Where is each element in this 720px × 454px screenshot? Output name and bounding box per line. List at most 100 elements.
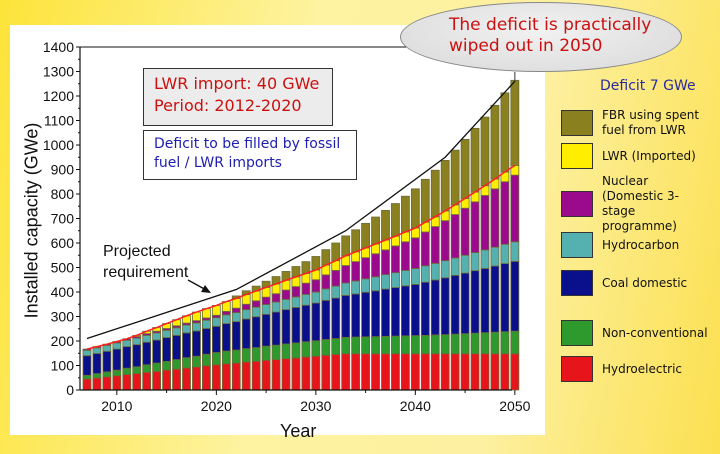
bar-segment-hydroelectric: [192, 366, 201, 391]
bar-segment-hydrocarbon: [122, 339, 132, 348]
bar-segment-hydrocarbon: [490, 246, 500, 267]
bar-segment-non-conventional: [500, 331, 510, 355]
bar-segment-hydrocarbon: [460, 254, 470, 274]
bar-stack-2023: [241, 290, 251, 391]
bar-segment-coal: [162, 337, 172, 362]
lwr-import-text: LWR import: 40 GWe: [154, 74, 320, 93]
bar-segment-nuclear: [231, 307, 241, 313]
bar-segment-hydrocarbon: [192, 322, 201, 332]
bar-segment-hydroelectric: [102, 376, 112, 391]
bar-segment-hydrocarbon: [271, 301, 281, 313]
y-tick-label: 1400: [43, 39, 74, 55]
bar-segment-nuclear: [440, 220, 450, 262]
bar-segment-coal: [440, 277, 450, 336]
bar-segment-coal: [490, 265, 500, 333]
legend-item-fbr: FBR using spent fuel from LWR: [561, 108, 720, 138]
legend-swatch: [561, 191, 593, 217]
bar-segment-hydrocarbon: [261, 304, 271, 315]
bar-segment-non-conventional: [371, 336, 380, 355]
legend-label: Coal domestic: [602, 275, 688, 290]
bar-stack-2046: [470, 127, 480, 391]
bar-segment-non-conventional: [102, 371, 112, 378]
bar-segment-hydroelectric: [92, 377, 102, 391]
legend-label: Non-conventional: [602, 325, 708, 340]
legend-item-nuclear: Nuclear (Domestic 3-stage programme): [561, 174, 712, 234]
bar-segment-hydrocarbon: [82, 349, 92, 357]
bar-segment-coal: [152, 339, 162, 364]
bar-segment-fbr: [371, 216, 380, 245]
bar-segment-nuclear: [460, 207, 470, 256]
bar-segment-hydrocarbon: [450, 257, 460, 276]
legend-item-hydroelectric: Hydroelectric: [561, 356, 720, 382]
bar-segment-non-conventional: [460, 333, 470, 355]
bar-segment-hydrocarbon: [480, 249, 490, 269]
bar-segment-non-conventional: [361, 336, 371, 355]
bar-stack-2027: [281, 271, 291, 391]
bar-segment-hydroelectric: [271, 359, 281, 391]
bar-segment-non-conventional: [82, 374, 92, 380]
bar-segment-coal: [480, 268, 490, 334]
bar-segment-non-conventional: [92, 373, 102, 379]
bar-segment-nuclear: [351, 261, 361, 282]
bar-segment-fbr: [510, 79, 520, 166]
bar-stack-2018: [192, 311, 201, 391]
bar-stack-2013: [142, 330, 152, 391]
bar-segment-hydrocarbon: [221, 314, 231, 325]
bar-segment-coal: [211, 325, 221, 353]
bar-stack-2038: [391, 203, 400, 391]
bar-segment-hydrocarbon: [281, 298, 291, 311]
bar-segment-hydrocarbon: [162, 329, 172, 338]
legend-swatch: [561, 232, 593, 258]
y-tick-label: 900: [51, 162, 75, 178]
bar-segment-hydrocarbon: [410, 268, 420, 285]
legend-item-coal: Coal domestic: [561, 270, 720, 296]
bar-stack-2045: [460, 138, 470, 391]
bar-segment-hydrocarbon: [371, 276, 380, 292]
bar-segment-hydroelectric: [132, 373, 142, 391]
bar-segment-non-conventional: [440, 334, 450, 355]
bar-segment-coal: [301, 304, 311, 343]
y-tick-label: 0: [66, 382, 74, 398]
projected-label-line1: Projected: [103, 243, 171, 260]
bar-segment-hydroelectric: [172, 368, 181, 391]
y-tick-label: 500: [51, 260, 75, 276]
bar-stack-2036: [371, 216, 380, 391]
x-tick-label: 2020: [201, 398, 232, 414]
bar-segment-nuclear: [381, 249, 390, 276]
bar-segment-fbr: [361, 222, 371, 249]
bar-segment-non-conventional: [172, 359, 181, 370]
deficit-fill-line1: Deficit to be filled by fossil: [154, 136, 341, 152]
bar-segment-hydrocarbon: [351, 280, 361, 295]
bar-segment-hydroelectric: [251, 360, 261, 391]
bar-segment-hydrocarbon: [92, 347, 102, 354]
bar-segment-hydroelectric: [430, 353, 440, 391]
bar-segment-nuclear: [311, 279, 321, 293]
bar-segment-non-conventional: [480, 332, 490, 355]
bar-segment-non-conventional: [221, 350, 231, 365]
bar-stack-2047: [480, 116, 490, 391]
bar-segment-hydroelectric: [152, 370, 162, 391]
bar-segment-hydrocarbon: [470, 252, 480, 272]
bar-segment-non-conventional: [351, 336, 361, 355]
bar-segment-nuclear: [410, 237, 420, 269]
bar-segment-nuclear: [470, 201, 480, 253]
bar-segment-non-conventional: [211, 352, 221, 366]
period-text: Period: 2012-2020: [154, 96, 302, 115]
bar-stack-2024: [251, 285, 261, 391]
bar-segment-fbr: [331, 242, 341, 262]
bar-segment-fbr: [480, 116, 490, 187]
bar-segment-coal: [291, 307, 301, 344]
bar-segment-hydroelectric: [311, 355, 321, 391]
bar-segment-hydroelectric: [162, 369, 172, 391]
legend-item-hydrocarbon: Hydrocarbon: [561, 232, 720, 258]
bar-segment-non-conventional: [281, 343, 291, 360]
non-fbr-total-line: [86, 164, 516, 350]
bar-segment-coal: [500, 263, 510, 333]
bar-segment-coal: [192, 330, 201, 357]
projected-label-line2: requirement: [103, 264, 189, 281]
bar-segment-non-conventional: [331, 338, 341, 355]
x-tick-label: 2010: [101, 398, 132, 414]
bar-segment-non-conventional: [112, 369, 122, 377]
bar-segment-hydrocarbon: [142, 334, 152, 343]
